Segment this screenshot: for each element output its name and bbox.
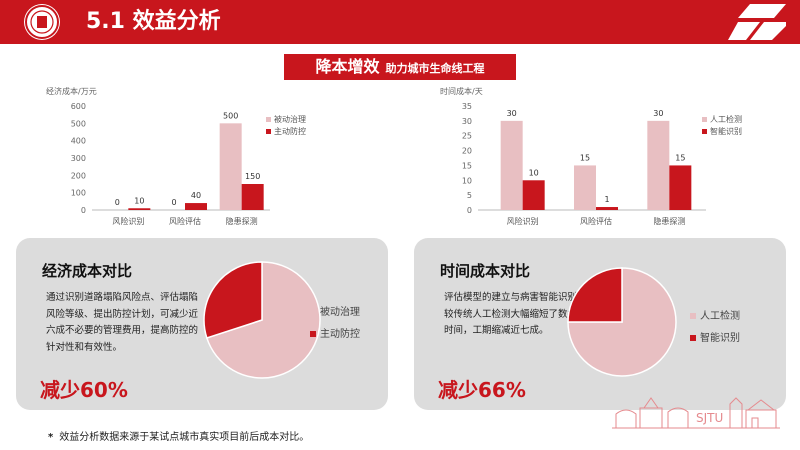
legend-label: 人工检测 (710, 114, 742, 124)
data-label: 15 (580, 153, 590, 162)
x-tick-label: 风险评估 (169, 216, 201, 226)
data-label: 500 (223, 111, 238, 120)
deco-text: SJTU (696, 411, 723, 425)
bar (241, 184, 264, 210)
legend-swatch (266, 129, 271, 134)
x-tick-label: 风险识别 (112, 216, 144, 226)
footnote-text: 效益分析数据来源于某试点城市真实项目前后成本对比。 (59, 432, 310, 443)
pie-legend: 被动治理 主动防控 (310, 302, 360, 346)
card-title: 时间成本对比 (440, 262, 531, 280)
legend-item-active: 主动防控 (310, 324, 360, 346)
y-tick-label: 35 (462, 102, 472, 111)
slogan-banner: 降本增效 助力城市生命线工程 (284, 54, 516, 80)
pie-slice (205, 261, 321, 379)
bar (596, 207, 618, 210)
data-label: 10 (134, 196, 144, 205)
bar (128, 208, 151, 210)
bar (185, 203, 207, 210)
legend-label: 主动防控 (320, 329, 360, 340)
economic-cost-pie (203, 261, 321, 379)
legend-item-passive: 被动治理 (310, 302, 360, 324)
x-tick-label: 隐患探测 (226, 216, 258, 226)
bar (669, 165, 692, 210)
data-label: 0 (171, 198, 176, 207)
legend-label: 被动治理 (320, 307, 360, 318)
y-tick-label: 100 (71, 189, 86, 198)
y-tick-label: 200 (71, 171, 86, 180)
bar (647, 120, 670, 210)
x-tick-label: 隐患探测 (653, 216, 685, 226)
slogan-sub: 助力城市生命线工程 (385, 62, 485, 75)
data-label: 0 (115, 198, 120, 207)
legend-label: 主动防控 (274, 126, 306, 136)
card-body: 通过识别道路塌陷风险点、评估塌陷风险等级、提出防控计划，可减少近六成不必要的管理… (46, 292, 199, 353)
campus-lineart-icon: SJTU (612, 397, 780, 429)
time-cost-pie (567, 267, 677, 377)
card-result: 减少66% (438, 378, 526, 402)
data-label: 150 (245, 172, 260, 181)
header-bar: 5.1 效益分析 (0, 0, 800, 44)
legend-label: 人工检测 (700, 311, 740, 322)
y-tick-label: 5 (467, 191, 472, 200)
y-tick-label: 600 (71, 102, 86, 111)
legend-swatch (702, 117, 707, 122)
y-tick-label: 15 (462, 161, 472, 170)
page-title: 5.1 效益分析 (86, 9, 221, 34)
economic-cost-card: 经济成本对比 通过识别道路塌陷风险点、评估塌陷风险等级、提出防控计划，可减少近六… (16, 238, 388, 410)
bar (522, 180, 545, 210)
economic-cost-bar-chart: 经济成本/万元 0 100 200 300 400 500 600 风险识别 0 10 风险评估 0 40… (46, 86, 306, 226)
university-logo (24, 4, 60, 40)
x-tick-label: 风险评估 (580, 216, 612, 226)
legend-label: 智能识别 (700, 333, 740, 344)
y-tick-label: 10 (462, 176, 472, 185)
y-tick-label: 0 (467, 206, 472, 215)
footnote: * 效益分析数据来源于某试点城市真实项目前后成本对比。 (48, 428, 309, 443)
bar (219, 123, 242, 210)
legend-label: 智能识别 (710, 126, 742, 136)
data-label: 30 (653, 109, 663, 118)
y-tick-label: 20 (462, 147, 472, 156)
corner-stripes-icon (728, 4, 786, 40)
card-body: 评估模型的建立与病害智能识别应用较传统人工检测大幅缩短了数据分析时间，工期缩减近… (444, 292, 597, 336)
legend-item-smart: 智能识别 (690, 328, 740, 350)
y-tick-label: 400 (71, 137, 86, 146)
data-label: 30 (507, 109, 517, 118)
bar (500, 120, 523, 210)
slogan-main: 降本增效 (315, 57, 380, 76)
time-cost-card: 时间成本对比 评估模型的建立与病害智能识别应用较传统人工检测大幅缩短了数据分析时… (414, 238, 786, 410)
data-label: 10 (529, 168, 539, 177)
card-title: 经济成本对比 (42, 262, 133, 280)
pie-slice (203, 261, 263, 339)
y-axis-unit-label: 经济成本/万元 (46, 86, 97, 96)
pie-slice (567, 267, 623, 323)
data-label: 40 (191, 191, 201, 200)
legend-item-manual: 人工检测 (690, 306, 740, 328)
y-tick-label: 0 (81, 206, 86, 215)
y-tick-label: 500 (71, 119, 86, 128)
y-axis-unit-label: 时间成本/天 (440, 86, 483, 96)
bar (574, 165, 596, 210)
legend-swatch (702, 129, 707, 134)
y-tick-label: 30 (462, 117, 472, 126)
time-cost-bar-chart: 时间成本/天 0 5 10 15 20 25 30 35 风险识别 30 10 风险评估 15 1 隐患探测 3… (440, 86, 742, 226)
card-result: 减少60% (40, 378, 128, 402)
data-label: 15 (675, 153, 685, 162)
data-label: 1 (604, 195, 609, 204)
footnote-star: * (48, 432, 54, 443)
pie-legend: 人工检测 智能识别 (690, 306, 740, 350)
x-tick-label: 风险识别 (507, 216, 539, 226)
legend-label: 被动治理 (274, 114, 306, 124)
legend-swatch (266, 117, 271, 122)
y-tick-label: 25 (462, 132, 472, 141)
y-tick-label: 300 (71, 154, 86, 163)
